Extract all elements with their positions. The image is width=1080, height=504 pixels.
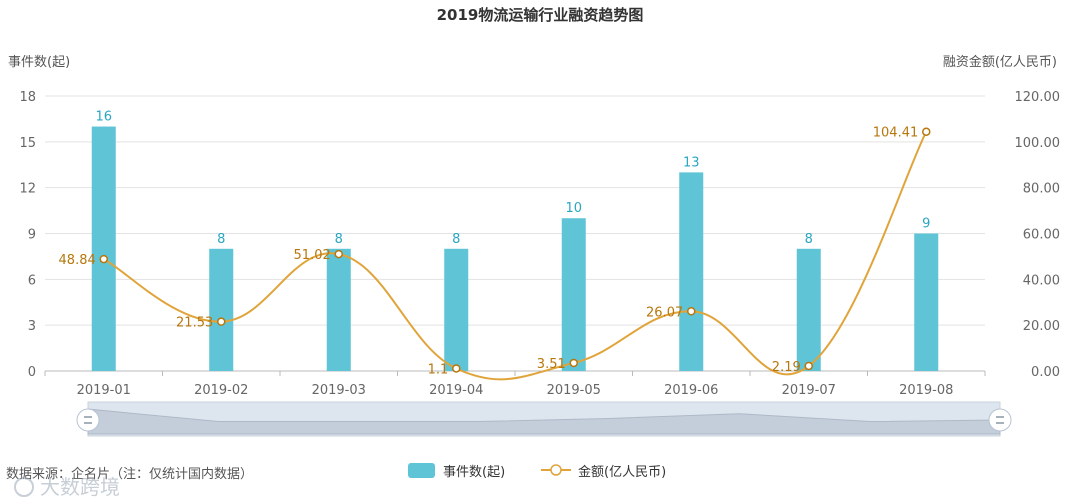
amount-value-label: 26.07 [646,305,683,320]
left-axis-tick-label: 9 [28,228,36,243]
data-zoom-slider[interactable] [76,401,1012,437]
gridlines [45,95,985,372]
zoom-handle-left-circle[interactable] [76,408,100,432]
watermark-text: 大数跨境 [40,475,120,499]
bar-2019-03 [326,248,351,371]
amount-value-label: 21.53 [176,316,213,331]
left-axis-tick-label: 6 [28,273,36,288]
amount-value-label: 104.41 [873,126,919,141]
right-axis-tick-label: 40.00 [1023,273,1060,288]
bar-2019-07 [796,248,821,371]
zoom-handle-right[interactable] [988,408,1012,432]
x-axis-tick-label: 2019-04 [429,383,483,398]
bar-value-label: 10 [565,201,582,216]
bar-2019-06 [679,172,704,371]
x-axis-tick-label: 2019-05 [547,383,601,398]
left-axis-title: 事件数(起) [8,55,70,70]
amount-point-2019-08 [922,127,931,136]
x-axis-tick-label: 2019-03 [312,383,366,398]
left-axis-ticks: 0 3 6 9 12 15 18 [19,90,36,380]
bar-value-label: 13 [683,155,700,170]
left-axis-tick-label: 18 [19,90,36,105]
left-axis-tick-label: 0 [28,365,36,380]
bar-2019-04 [444,248,469,371]
legend-label-amount: 金额(亿人民币) [578,464,666,480]
bar-value-label: 9 [922,217,930,232]
right-axis-tick-label: 60.00 [1023,228,1060,243]
amount-point-2019-05 [569,358,578,368]
legend-item-amount[interactable]: 金额(亿人民币) [541,464,666,480]
right-axis-tick-label: 120.00 [1015,90,1061,105]
left-axis-tick-label: 3 [28,319,36,334]
x-axis-tick-label: 2019-07 [782,383,836,398]
right-axis-ticks: 0.00 20.00 40.00 60.00 80.00 100.00 120.00 [1015,90,1061,380]
chart-title: 2019物流运输行业融资趋势图 [437,6,644,24]
amount-point-2019-06 [687,307,696,316]
watermark-icon [14,477,34,497]
legend-item-events[interactable]: 事件数(起) [408,463,505,480]
legend[interactable]: 事件数(起) 金额(亿人民币) [408,463,666,480]
bar-value-label: 8 [452,232,460,247]
amount-point-2019-04 [452,364,461,373]
legend-swatch-bar [408,463,435,478]
bar-value-label: 16 [95,110,112,125]
amount-point-2019-03 [334,249,343,259]
amount-line-series: 48.84 21.53 51.02 1.1 3.51 26.07 2.19 104.41 [59,126,931,381]
amount-value-label: 51.02 [294,248,331,263]
amount-value-label: 3.51 [537,357,566,372]
amount-point-2019-07 [804,361,813,371]
right-axis-tick-label: 20.00 [1023,319,1060,334]
x-axis-tick-label: 2019-08 [899,383,953,398]
zoom-handle-right-circle[interactable] [988,408,1012,432]
bar-2019-01 [91,126,116,371]
right-axis-tick-label: 0.00 [1031,365,1060,380]
x-axis-tick-label: 2019-02 [194,383,248,398]
legend-label-events: 事件数(起) [443,465,505,480]
bar-2019-08 [914,233,939,371]
x-axis-ticks: 2019-01 2019-02 2019-03 2019-04 2019-05 2019-… [44,371,986,398]
amount-point-2019-02 [217,317,226,326]
bar-value-label: 8 [335,232,343,247]
amount-point-2019-01 [99,254,108,264]
event-count-bars: 16 8 8 8 10 13 8 9 [91,110,939,371]
bar-value-label: 8 [217,232,225,247]
bar-value-label: 8 [805,232,813,247]
watermark-logo: 大数跨境 [14,475,120,499]
right-axis-tick-label: 100.00 [1015,136,1061,151]
x-axis-tick-label: 2019-01 [77,383,131,398]
x-axis-tick-label: 2019-06 [664,383,718,398]
bar-2019-05 [561,218,586,371]
zoom-handle-left[interactable] [76,408,100,432]
amount-value-label: 1.1 [428,362,449,377]
bar-2019-02 [209,248,234,371]
legend-swatch-marker [550,464,562,476]
left-axis-tick-label: 15 [19,136,36,151]
amount-value-label: 2.19 [772,360,801,375]
right-axis-tick-label: 80.00 [1023,182,1060,197]
amount-value-label: 48.84 [59,253,96,268]
data-source-note: 数据来源：企名片（注：仅统计国内数据） [6,466,253,482]
right-axis-title: 融资金额(亿人民币) [943,54,1057,70]
left-axis-tick-label: 12 [19,182,36,197]
